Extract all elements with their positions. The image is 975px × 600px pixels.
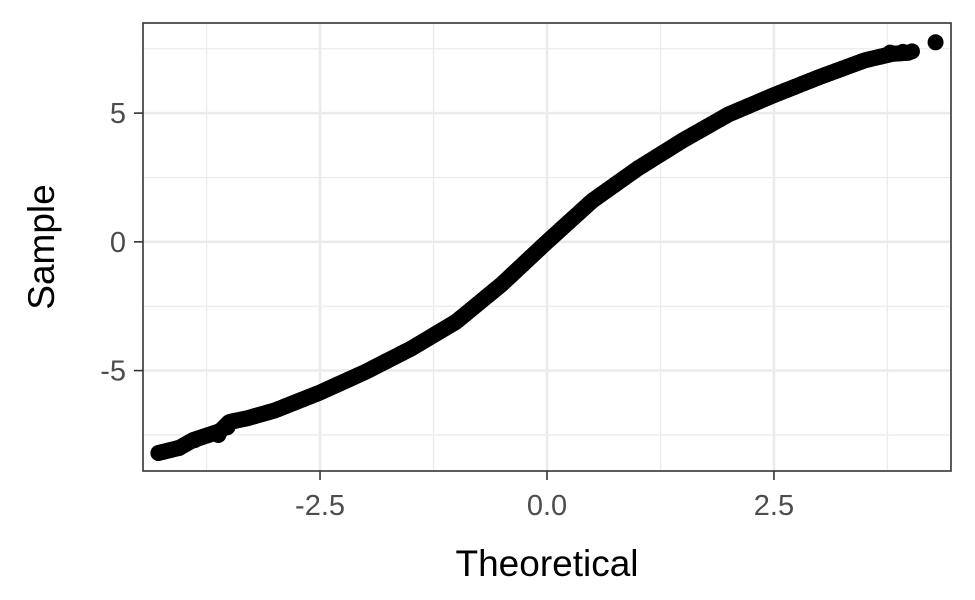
y-axis: -5 0 5: [100, 98, 143, 388]
y-tick-label: -5: [100, 356, 126, 388]
y-axis-title: Sample: [21, 184, 62, 309]
sample-point-extreme: [150, 444, 167, 461]
sample-point-extreme: [903, 43, 920, 60]
x-tick-label: 0.0: [527, 490, 567, 522]
x-axis: -2.5 0.0 2.5: [295, 471, 794, 522]
sample-quantile-points: [150, 34, 944, 461]
sample-point-extreme: [171, 439, 188, 456]
sample-point-extreme: [219, 419, 236, 436]
sample-point-extreme: [186, 432, 203, 449]
y-tick-label: 5: [110, 98, 126, 130]
y-tick-label: 0: [110, 227, 126, 259]
sample-point-extreme: [927, 34, 944, 51]
sample-point-extreme: [882, 44, 899, 61]
x-axis-title: Theoretical: [455, 543, 638, 584]
x-tick-label: 2.5: [754, 490, 794, 522]
x-tick-label: -2.5: [295, 490, 345, 522]
